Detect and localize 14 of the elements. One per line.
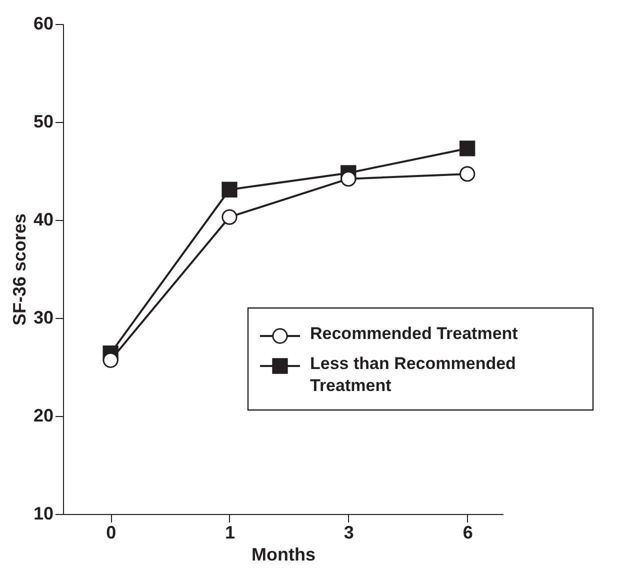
legend-label: Recommended Treatment: [310, 324, 518, 343]
y-tick-label: 30: [33, 308, 54, 328]
x-tick-label: 3: [344, 522, 354, 542]
x-tick-label: 0: [106, 522, 116, 542]
y-tick-label: 60: [33, 14, 54, 34]
y-tick-label: 20: [33, 406, 54, 426]
x-tick-label: 1: [224, 522, 235, 542]
x-tick-label: 6: [462, 522, 473, 542]
y-tick-label: 10: [33, 504, 54, 524]
y-tick-label: 40: [33, 210, 54, 230]
x-axis-title: Months: [252, 544, 316, 564]
y-axis-title: SF-36 scores: [9, 213, 30, 326]
legend-label: Less than Recommended Treatment: [310, 354, 516, 395]
y-tick-label: 50: [33, 112, 54, 132]
